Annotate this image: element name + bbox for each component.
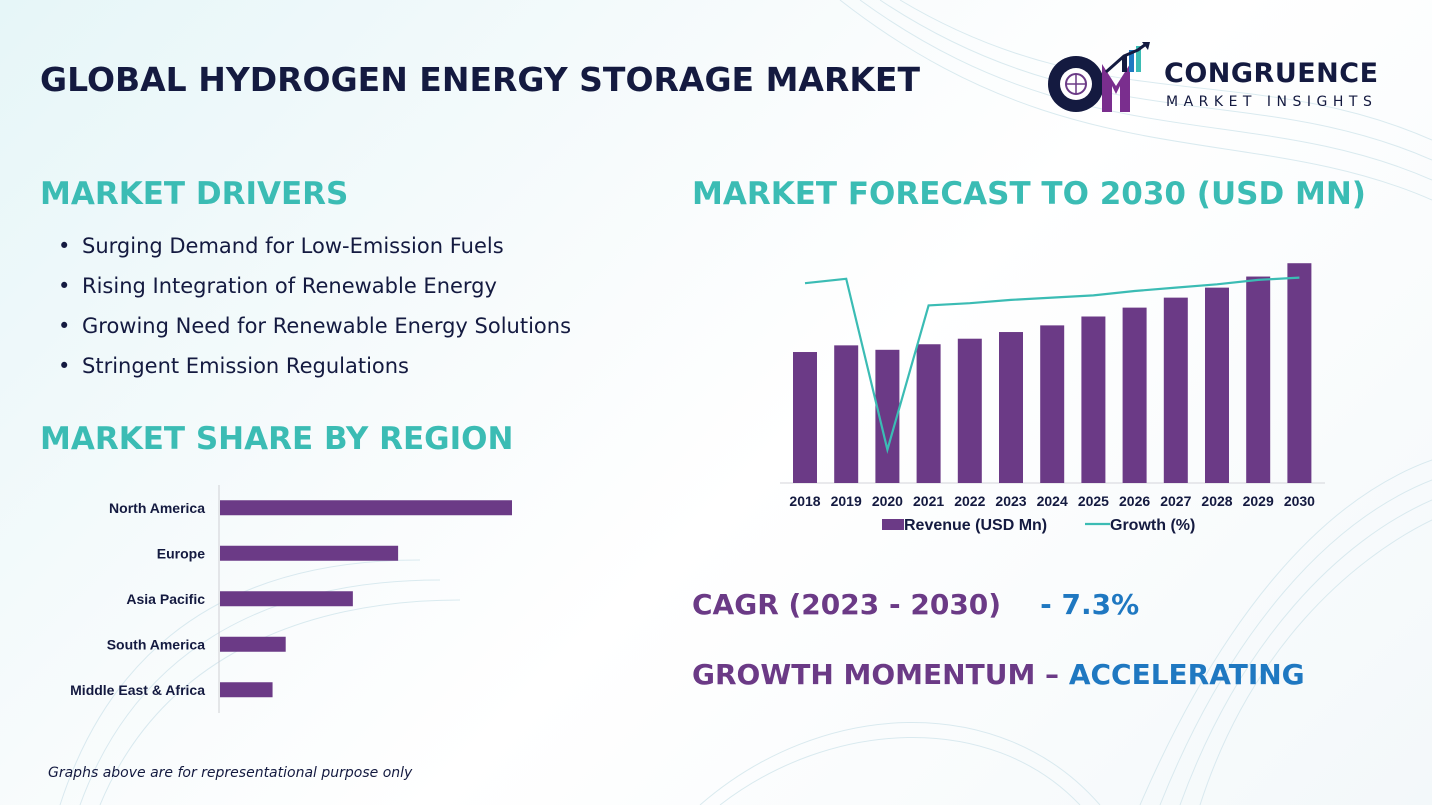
bar [1205, 287, 1229, 483]
bullet-icon: • [58, 274, 71, 298]
bar [1246, 276, 1271, 483]
bullet-icon: • [58, 354, 71, 378]
bar [957, 338, 982, 483]
brand-tagline: MARKET INSIGHTS [1166, 94, 1378, 110]
x-tick-label: 2023 [995, 493, 1026, 509]
share-heading: MARKET SHARE BY REGION [40, 421, 514, 457]
brand-logo: CONGRUENCE MARKET INSIGHTS [1046, 42, 1396, 118]
driver-text: Growing Need for Renewable Energy Soluti… [82, 314, 572, 338]
bar [1081, 316, 1106, 483]
x-tick-label: 2022 [954, 493, 985, 509]
cagr-label: CAGR (2023 - 2030) [692, 588, 1002, 621]
bar [220, 545, 399, 561]
legend-label-growth: Growth (%) [1110, 517, 1195, 534]
momentum-value: ACCELERATING [1068, 658, 1305, 691]
legend-swatch-revenue [882, 519, 904, 530]
forecast-chart: 2018 2019 2020 2021 2022 2023 2024 2025 2026 2027… [780, 263, 1325, 534]
x-tick-label: 2019 [831, 493, 862, 509]
growth-line [804, 276, 1300, 455]
category-label: Middle East & Africa [70, 682, 205, 698]
x-tick-label: 2020 [872, 493, 903, 509]
bar [220, 591, 353, 607]
bar [1122, 307, 1147, 483]
bar [220, 500, 512, 516]
bar [1287, 263, 1312, 483]
region-bar-chart: North America Europe Asia Pacific South Ame… [70, 485, 512, 713]
x-tick-label: 2027 [1160, 493, 1191, 509]
drivers-heading: MARKET DRIVERS [40, 176, 349, 212]
list-item: • Rising Integration of Renewable Energy [58, 270, 571, 310]
driver-text: Rising Integration of Renewable Energy [82, 274, 497, 298]
bar [999, 332, 1023, 483]
x-tick-label: 2028 [1201, 493, 1232, 509]
page-title: GLOBAL HYDROGEN ENERGY STORAGE MARKET [40, 60, 920, 99]
x-tick-label: 2025 [1078, 493, 1109, 509]
logo-mark-icon [1048, 42, 1150, 112]
driver-text: Stringent Emission Regulations [82, 354, 409, 378]
bar [1040, 325, 1065, 483]
footnote: Graphs above are for representational pu… [48, 765, 413, 781]
brand-name: CONGRUENCE [1164, 58, 1379, 89]
bar [793, 352, 817, 483]
momentum-label: GROWTH MOMENTUM – [692, 658, 1060, 691]
bar [220, 636, 286, 652]
bar [1163, 297, 1188, 483]
list-item: • Surging Demand for Low-Emission Fuels [58, 230, 571, 270]
x-tick-label: 2024 [1037, 493, 1068, 509]
bar [220, 682, 273, 698]
bar [916, 344, 941, 483]
x-tick-label: 2026 [1119, 493, 1150, 509]
drivers-list: • Surging Demand for Low-Emission Fuels •… [58, 230, 571, 390]
category-label: North America [109, 500, 205, 516]
driver-text: Surging Demand for Low-Emission Fuels [82, 234, 504, 258]
forecast-heading: MARKET FORECAST TO 2030 (USD MN) [692, 176, 1366, 212]
x-tick-label: 2029 [1243, 493, 1274, 509]
x-tick-label: 2030 [1284, 493, 1315, 509]
list-item: • Growing Need for Renewable Energy Solut… [58, 310, 571, 350]
bar [834, 345, 859, 483]
bullet-icon: • [58, 314, 71, 338]
category-label: Europe [157, 545, 205, 561]
x-tick-label: 2021 [913, 493, 944, 509]
momentum-stat: GROWTH MOMENTUM – ACCELERATING [692, 658, 1305, 691]
list-item: • Stringent Emission Regulations [58, 350, 571, 390]
cagr-value: - 7.3% [1040, 588, 1140, 621]
category-label: Asia Pacific [126, 591, 205, 607]
x-tick-label: 2018 [789, 493, 820, 509]
bullet-icon: • [58, 234, 71, 258]
legend-label-revenue: Revenue (USD Mn) [904, 517, 1047, 534]
category-label: South America [107, 636, 205, 652]
cagr-stat: CAGR (2023 - 2030) - 7.3% [692, 588, 1139, 621]
